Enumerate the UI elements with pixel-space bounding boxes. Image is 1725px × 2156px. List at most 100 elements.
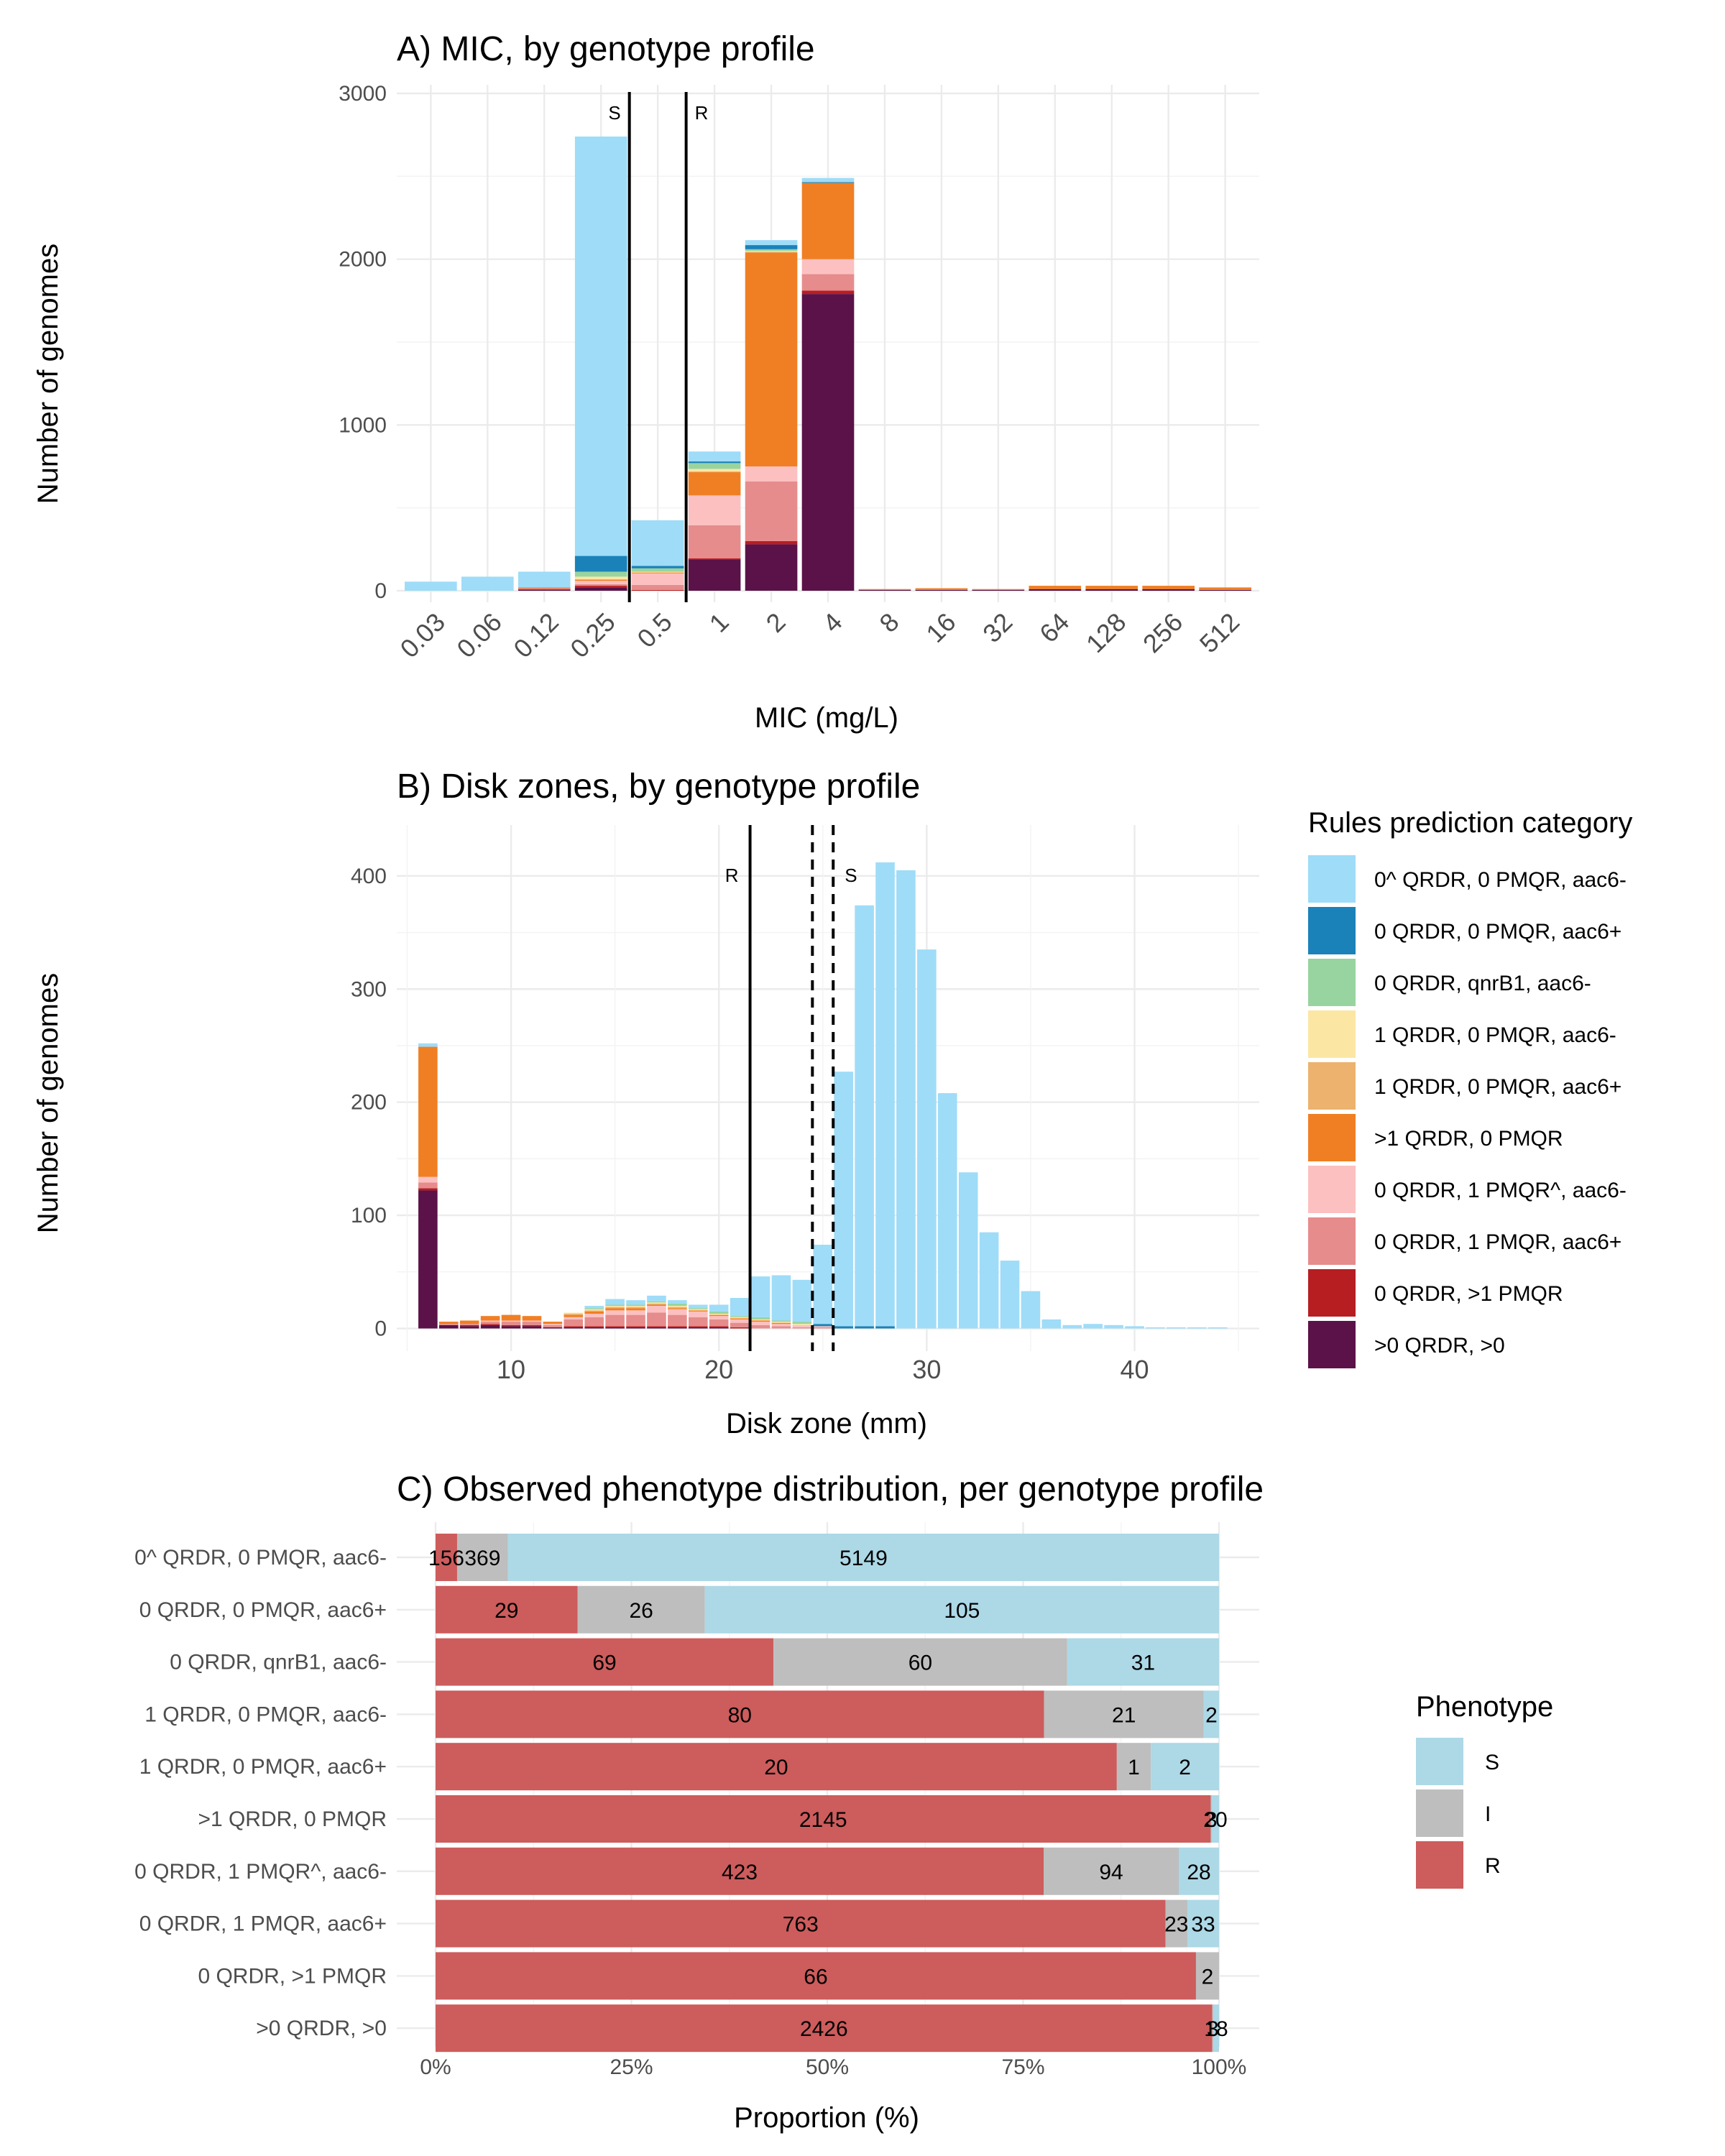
bar-segment <box>709 1314 729 1317</box>
bar-segment <box>1199 589 1251 591</box>
panel-b-y-axis-title: Number of genomes <box>32 973 64 1233</box>
bar-segment <box>801 294 855 591</box>
bar-segment <box>626 1307 645 1309</box>
bar-segment <box>605 1327 625 1329</box>
bar-segment-R <box>436 2004 1213 2053</box>
bar-segment <box>564 1314 584 1317</box>
bar-segment <box>564 1326 584 1327</box>
bar-segment <box>688 1309 708 1311</box>
bar-segment <box>937 1093 957 1329</box>
legend-label: R <box>1485 1854 1501 1878</box>
bar-segment <box>480 1316 500 1321</box>
panel-a-y-ticks: 0 1000 2000 3000 <box>339 82 387 603</box>
bar-segment <box>668 1306 687 1307</box>
bar-segment <box>626 1304 645 1307</box>
bar-segment <box>574 580 627 581</box>
bar-segment <box>1085 589 1138 591</box>
bar-segment <box>631 571 684 573</box>
bar-segment <box>801 274 855 291</box>
breakpoint-label: R <box>725 865 739 886</box>
bar-segment <box>813 1326 833 1327</box>
count-label: 69 <box>592 1651 616 1675</box>
bar-segment <box>501 1322 521 1325</box>
bar-segment <box>896 870 916 1329</box>
bar-segment <box>668 1326 687 1327</box>
bar-segment-R <box>436 1795 1211 1843</box>
legend-key-i <box>1416 1789 1463 1837</box>
x-tick-label: 30 <box>912 1355 941 1384</box>
bar-segment <box>626 1306 645 1307</box>
y-tick-label: 0 <box>374 1317 387 1341</box>
bar-segment <box>522 1326 542 1329</box>
count-label: 28 <box>1187 1861 1210 1884</box>
bar-segment <box>626 1326 645 1327</box>
panel-c-x-axis-title: Proportion (%) <box>734 2102 919 2134</box>
bar-segment <box>688 558 741 560</box>
bar-segment <box>584 1306 604 1309</box>
bar-segment <box>631 566 684 568</box>
bar-segment-R <box>436 1690 1044 1738</box>
bar-segment <box>688 1326 708 1327</box>
count-label: 21 <box>1112 1703 1136 1727</box>
bar-segment <box>688 1327 708 1329</box>
bar-segment <box>1208 1327 1228 1329</box>
bar-segment <box>688 1317 708 1327</box>
bar-segment <box>459 1320 479 1325</box>
bar-segment <box>647 1304 666 1307</box>
count-label: 423 <box>722 1861 758 1884</box>
legend-key-s <box>1416 1738 1463 1785</box>
bar-segment <box>668 1308 687 1309</box>
bar-segment <box>709 1314 729 1315</box>
bar-segment <box>915 588 968 590</box>
bar-segment-R <box>436 1952 1196 2000</box>
bar-segment <box>875 862 895 1327</box>
count-label: 763 <box>783 1913 819 1937</box>
bar-segment <box>792 1322 812 1325</box>
bar-segment <box>647 1312 666 1327</box>
bar-segment <box>730 1317 750 1319</box>
bar-segment <box>1142 586 1195 589</box>
x-tick-label: 40 <box>1120 1355 1149 1384</box>
bar-segment <box>688 451 741 462</box>
bar-segment <box>771 1324 791 1327</box>
bar-segment <box>438 1325 459 1329</box>
x-tick-label: 25% <box>610 2055 653 2079</box>
bar-segment <box>605 1307 625 1309</box>
bar-segment <box>626 1310 645 1315</box>
bar-segment <box>1085 586 1138 589</box>
bar-segment <box>792 1325 812 1327</box>
bar-segment <box>438 1322 459 1325</box>
bar-segment <box>709 1319 729 1327</box>
genotype-legend-title: Rules prediction category <box>1308 807 1632 839</box>
bar-segment <box>584 1326 604 1327</box>
bar-segment <box>584 1314 604 1317</box>
bar-segment <box>605 1299 625 1305</box>
bar-segment-I <box>1116 1743 1151 1791</box>
bar-segment <box>501 1314 521 1321</box>
count-label: 94 <box>1099 1861 1123 1884</box>
bar-segment <box>688 1311 708 1317</box>
bar-segment <box>626 1314 645 1327</box>
bar-segment <box>858 589 911 590</box>
legend-label: 0 QRDR, >1 PMQR <box>1374 1282 1563 1306</box>
legend-key-0-qrdr-1-pmqr <box>1308 1269 1356 1317</box>
bar-segment <box>709 1327 729 1329</box>
bar-segment <box>688 525 741 559</box>
bar-segment-S <box>1213 2004 1219 2053</box>
x-tick-label: 2 <box>760 607 791 638</box>
bar-segment <box>972 589 1025 590</box>
bar-segment <box>647 1306 666 1313</box>
panel-c-bars <box>436 1534 1219 2053</box>
bar-segment <box>730 1322 750 1327</box>
x-tick-label: 8 <box>873 607 904 638</box>
count-label: 3 <box>1207 2017 1219 2041</box>
y-tick-label: 0 QRDR, 0 PMQR, aac6+ <box>139 1598 387 1622</box>
bar-segment-R <box>436 1899 1166 1948</box>
bar-segment-I <box>1165 1899 1188 1948</box>
bar-segment <box>745 544 798 591</box>
y-tick-label: 3000 <box>339 82 387 106</box>
bar-segment <box>418 1176 438 1183</box>
bar-segment <box>418 1188 438 1191</box>
bar-segment <box>688 461 741 464</box>
